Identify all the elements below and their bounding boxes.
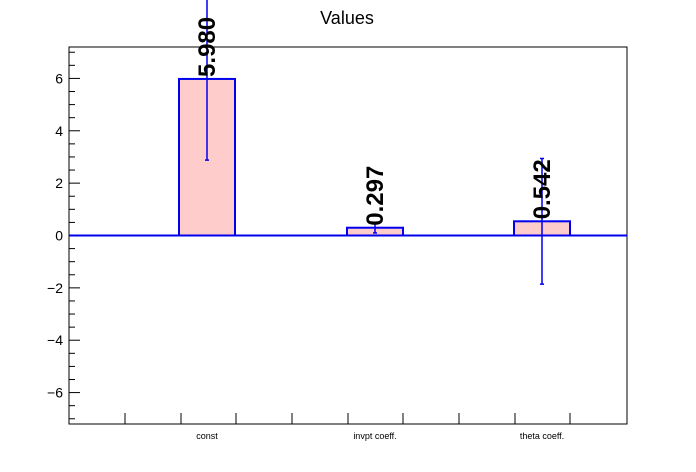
y-tick-label: 6: [55, 70, 63, 86]
x-axis: const invpt coeff. theta coeff.: [124, 413, 571, 441]
data-label: 0.297: [362, 166, 389, 226]
y-tick-label: 0: [55, 228, 63, 244]
data-label: 0.542: [529, 159, 556, 219]
x-category-label: invpt coeff.: [353, 431, 396, 441]
y-tick-label: 4: [55, 123, 63, 139]
y-axis: −6 −4 −2 0 2 4 6: [47, 51, 80, 420]
y-tick-label: 2: [55, 175, 63, 191]
bars: 5.980 0.297 0.542: [178, 0, 571, 285]
y-tick-label: −2: [47, 280, 63, 296]
data-label: 5.980: [194, 17, 221, 77]
x-category-label: const: [196, 431, 218, 441]
x-category-label: theta coeff.: [520, 431, 564, 441]
chart-title: Values: [320, 8, 374, 28]
y-tick-label: −6: [47, 385, 63, 401]
y-tick-label: −4: [47, 332, 63, 348]
